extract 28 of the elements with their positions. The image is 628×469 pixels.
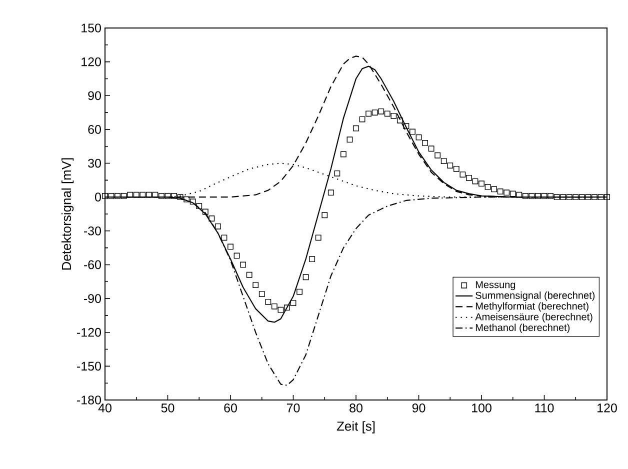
y-tick-label: -90: [84, 294, 101, 303]
y-tick-label: -120: [77, 328, 101, 337]
y-tick-label: 90: [88, 91, 101, 100]
y-tick-label: 30: [88, 158, 101, 168]
x-tick-label: 40: [98, 404, 112, 412]
legend-label: Methanol (berechnet): [476, 324, 570, 334]
x-axis-title: Zeit [s]: [336, 421, 375, 434]
y-tick-label: 150: [82, 24, 101, 32]
y-tick-label: -150: [77, 362, 101, 371]
x-tick-label: 120: [598, 404, 617, 412]
y-tick-label: 60: [88, 125, 101, 134]
legend-label: Ameisensäure (berechnet): [475, 313, 592, 322]
y-tick-label: 0: [95, 192, 101, 202]
y-tick-label: -60: [84, 260, 101, 270]
x-tick-label: 110: [535, 404, 554, 412]
x-tick-label: 100: [472, 404, 492, 412]
x-tick-label: 70: [286, 404, 300, 412]
legend-label: Messung: [476, 281, 516, 290]
y-tick-label: -30: [84, 226, 101, 236]
x-tick-label: 80: [350, 404, 362, 412]
legend-label: Summensignal (berechnet): [476, 292, 595, 301]
x-tick-label: 50: [161, 404, 174, 412]
y-axis-title: Detektorsignal [mV]: [62, 158, 74, 270]
y-tick-label: -180: [77, 396, 101, 404]
y-tick-label: 120: [82, 57, 101, 66]
x-tick-label: 60: [224, 404, 237, 412]
legend-label: Methylformiat (berechnet): [476, 302, 588, 312]
x-tick-label: 90: [412, 404, 426, 412]
